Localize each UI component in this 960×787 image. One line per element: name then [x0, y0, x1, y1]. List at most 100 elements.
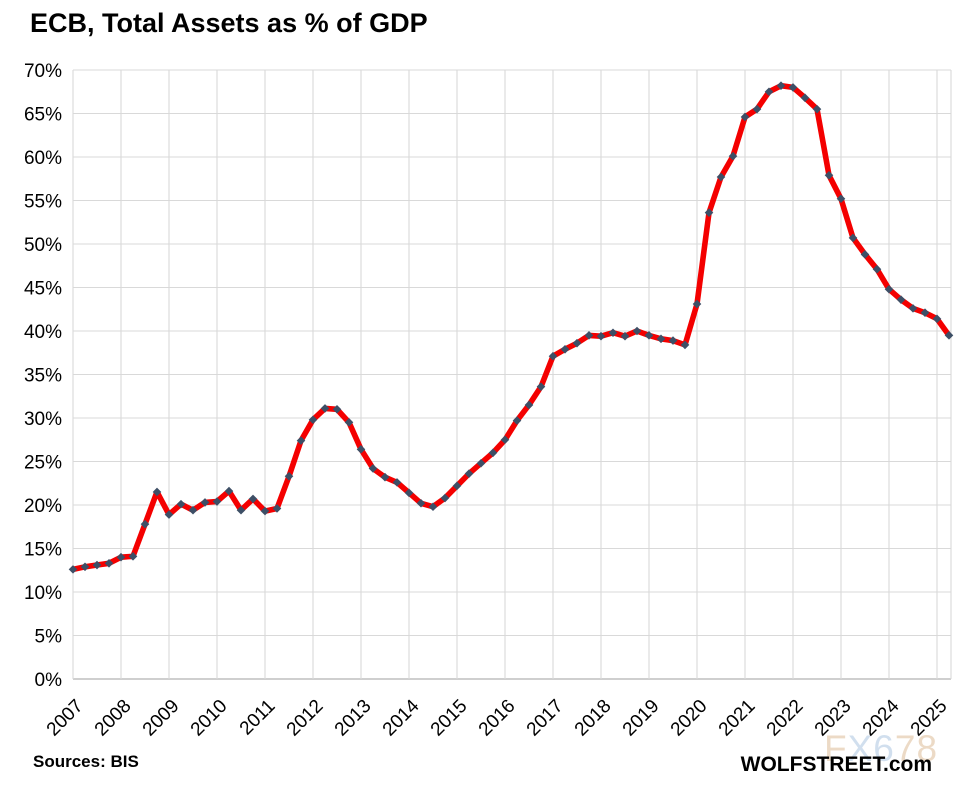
x-tick-label: 2019	[619, 696, 664, 741]
x-tick-label: 2021	[715, 696, 760, 741]
data-point-marker	[932, 314, 942, 324]
data-point-marker	[128, 552, 138, 561]
y-tick-label: 65%	[24, 105, 62, 126]
data-point-marker	[692, 299, 702, 309]
data-point-marker	[260, 506, 270, 516]
x-tick-label: 2022	[763, 696, 808, 741]
y-tick-label: 70%	[24, 61, 62, 82]
data-point-marker	[572, 338, 582, 348]
y-tick-label: 45%	[24, 279, 62, 300]
x-tick-label: 2010	[187, 696, 232, 741]
data-point-marker	[104, 558, 114, 568]
data-point-marker	[752, 104, 762, 114]
data-point-marker	[368, 464, 378, 473]
data-point-marker	[92, 560, 102, 570]
data-point-marker	[440, 493, 450, 503]
x-tick-label: 2011	[236, 696, 280, 740]
data-point-marker	[236, 505, 246, 515]
data-point-marker	[920, 308, 930, 318]
data-point-marker	[452, 481, 462, 491]
data-point-marker	[488, 448, 498, 458]
data-point-marker	[296, 436, 306, 445]
data-point-marker	[740, 112, 750, 122]
data-point-marker	[908, 304, 918, 313]
y-tick-label: 30%	[24, 409, 62, 430]
x-tick-label: 2017	[523, 696, 568, 741]
data-point-marker	[788, 83, 798, 92]
data-point-marker	[344, 418, 354, 427]
data-point-marker	[596, 331, 606, 341]
y-tick-label: 25%	[24, 453, 62, 474]
data-point-marker	[176, 499, 186, 509]
series-line	[70, 82, 952, 573]
fx678-watermark: FX678	[824, 728, 938, 770]
data-point-marker	[548, 351, 558, 361]
x-tick-label: 2009	[139, 696, 184, 741]
y-tick-label: 40%	[24, 322, 62, 343]
x-tick-label: 2020	[667, 696, 712, 741]
data-point-marker	[284, 471, 294, 481]
data-point-marker	[188, 505, 198, 515]
data-point-marker	[536, 382, 546, 391]
chart-title: ECB, Total Assets as % of GDP	[30, 8, 428, 38]
data-point-marker	[116, 552, 126, 562]
data-point-marker	[524, 400, 534, 410]
watermark-char: 6	[873, 728, 895, 769]
x-tick-label: 2015	[427, 696, 472, 741]
data-point-marker	[476, 458, 486, 468]
data-point-marker	[800, 93, 810, 103]
data-point-marker	[164, 510, 174, 519]
x-tick-label: 2025	[907, 696, 952, 741]
data-point-marker	[944, 331, 954, 340]
watermark-char: F	[824, 728, 848, 769]
data-point-marker	[716, 172, 726, 182]
data-point-marker	[584, 331, 594, 340]
data-point-marker	[200, 498, 210, 507]
y-tick-label: 50%	[24, 235, 62, 256]
data-point-marker	[824, 170, 834, 180]
data-point-marker	[812, 104, 822, 114]
data-point-marker	[140, 519, 150, 529]
watermark-char: 8	[916, 728, 939, 769]
data-point-marker	[860, 250, 870, 259]
data-point-marker	[560, 344, 570, 354]
data-point-marker	[356, 445, 366, 454]
x-tick-label: 2024	[859, 695, 904, 740]
data-point-marker	[500, 435, 510, 445]
x-tick-label: 2023	[811, 696, 856, 741]
data-point-marker	[416, 498, 426, 508]
data-point-marker	[872, 264, 882, 274]
data-point-marker	[728, 151, 738, 161]
sources-note: Sources: BIS	[33, 752, 139, 771]
watermark-char: X	[847, 728, 874, 769]
data-point-marker	[776, 81, 786, 90]
data-point-marker	[848, 233, 858, 243]
data-point-marker	[272, 504, 282, 513]
data-point-marker	[392, 478, 402, 487]
data-point-marker	[620, 331, 630, 341]
y-tick-label: 10%	[24, 583, 62, 604]
data-point-marker	[608, 328, 618, 338]
data-point-marker	[512, 416, 522, 425]
data-point-marker	[644, 331, 654, 340]
data-point-marker	[884, 284, 894, 294]
y-tick-label: 20%	[24, 496, 62, 517]
data-point-marker	[152, 487, 162, 497]
y-tick-label: 35%	[24, 366, 62, 387]
watermark-char: 7	[894, 728, 917, 769]
data-point-marker	[224, 486, 234, 496]
y-tick-label: 60%	[24, 148, 62, 169]
data-point-marker	[680, 340, 690, 350]
data-point-marker	[464, 469, 474, 478]
data-point-marker	[248, 494, 258, 504]
x-tick-label: 2013	[331, 696, 376, 741]
x-tick-label: 2016	[475, 696, 520, 741]
x-tick-label: 2008	[91, 696, 136, 741]
data-point-marker	[320, 404, 330, 413]
data-point-marker	[632, 326, 642, 336]
data-point-marker	[836, 194, 846, 204]
data-point-marker	[704, 208, 714, 217]
data-point-marker	[332, 405, 342, 414]
data-point-marker	[764, 87, 774, 97]
